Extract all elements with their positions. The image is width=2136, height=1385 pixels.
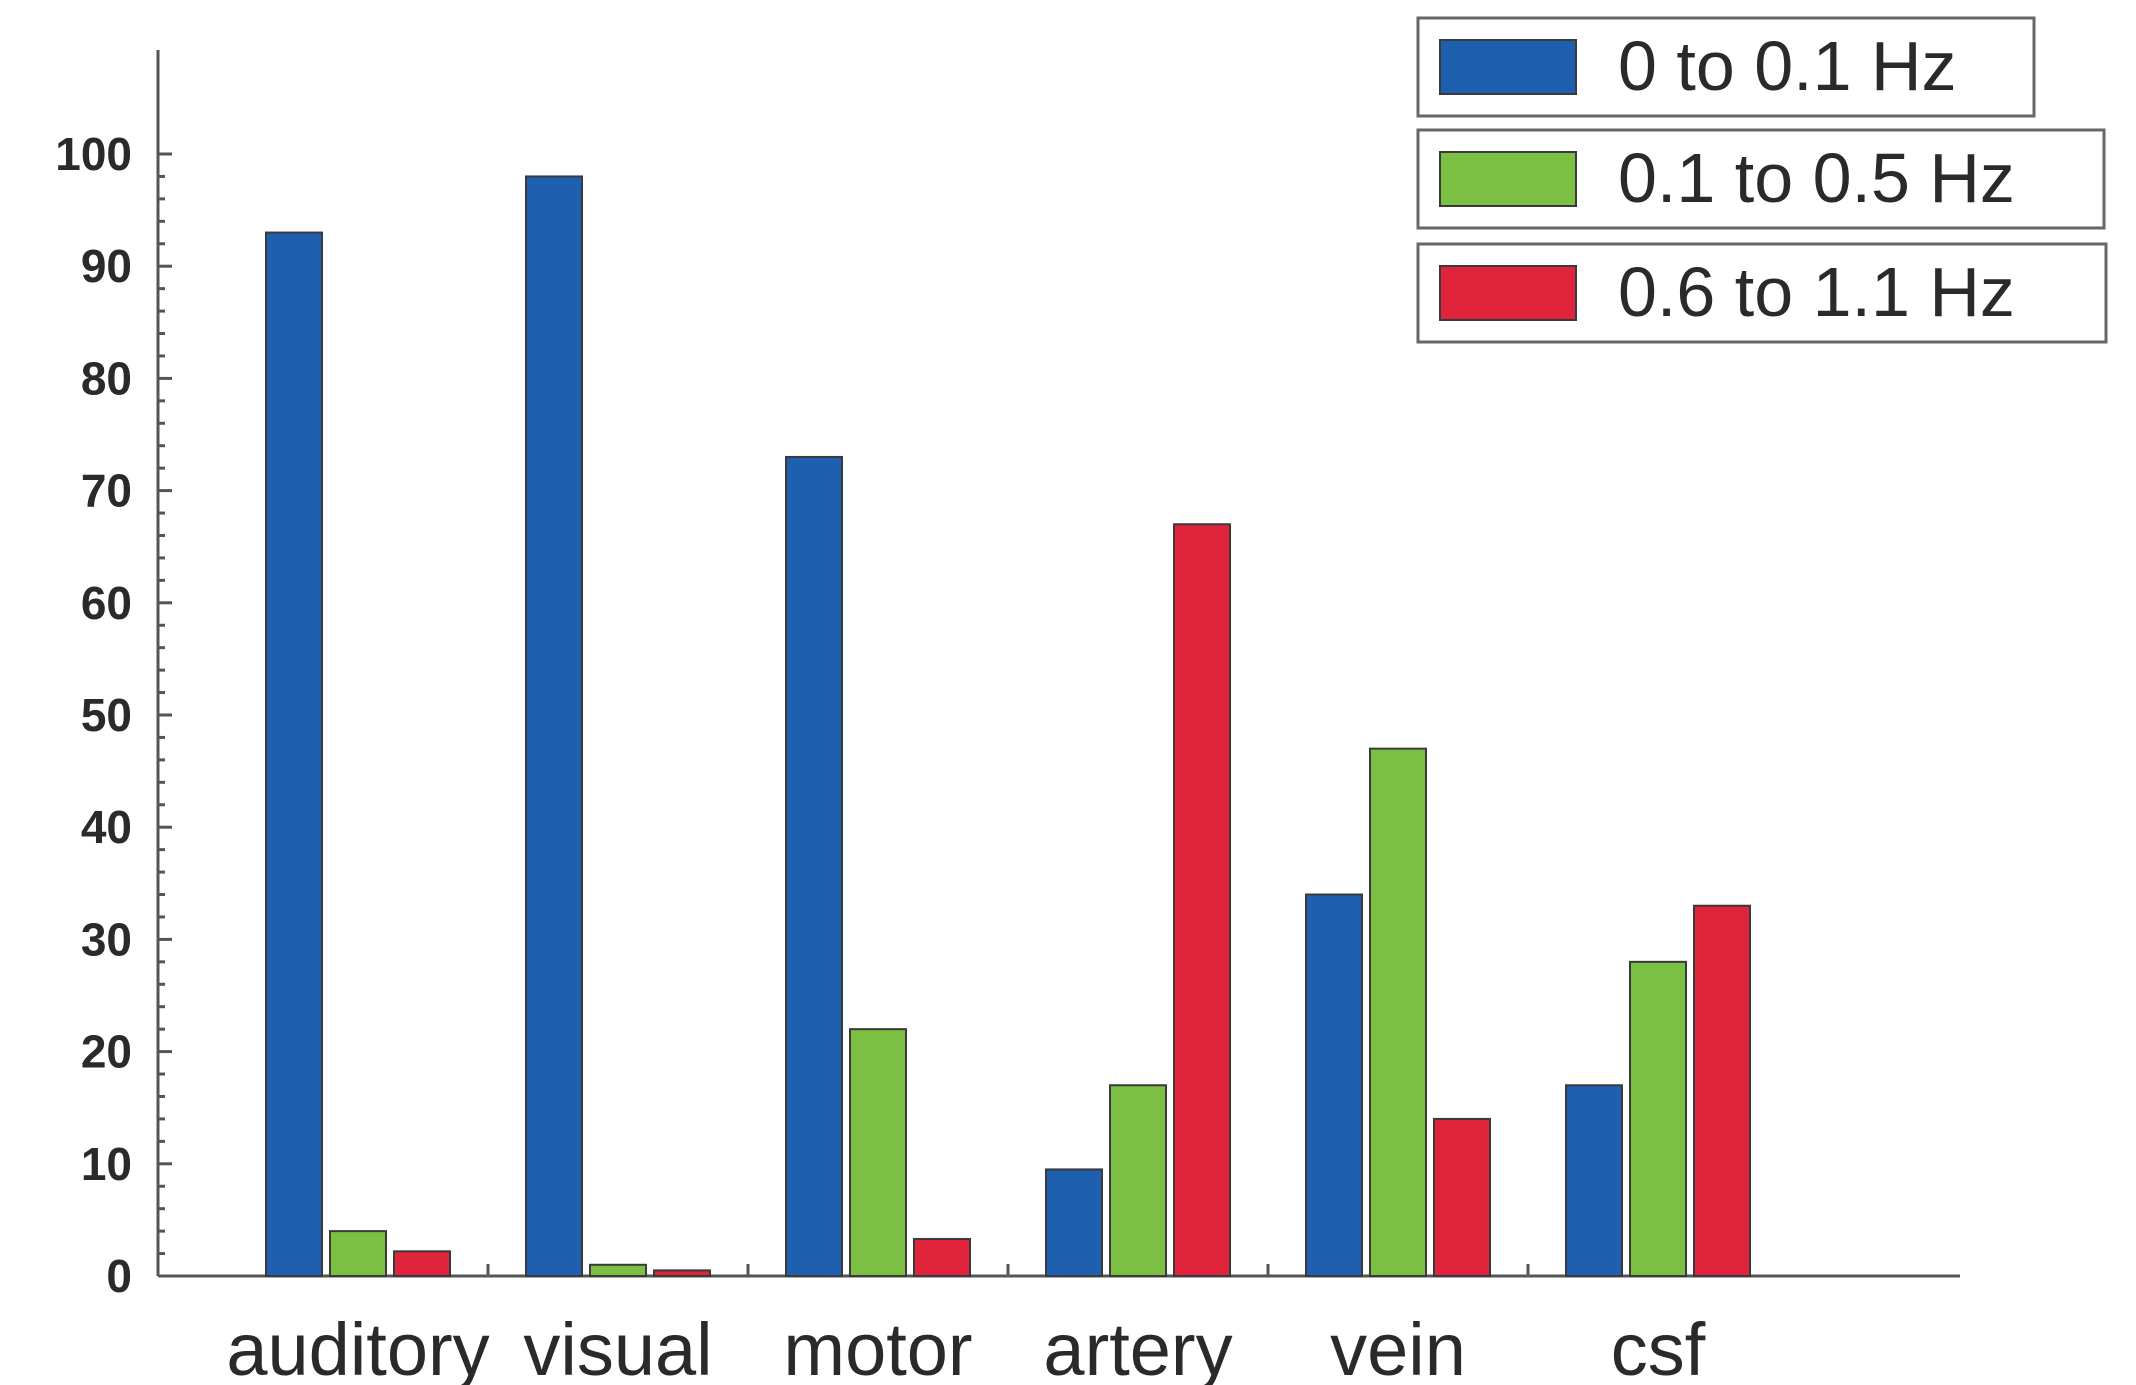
y-tick-label: 90 [81, 240, 132, 292]
bar-csf-series-2 [1629, 960, 1687, 1278]
y-tick-label: 50 [81, 689, 132, 741]
y-tick-label: 60 [81, 577, 132, 629]
bar-motor-series-2 [849, 1028, 907, 1278]
bar-vein-series-3 [1433, 1117, 1491, 1278]
y-tick-label: 30 [81, 913, 132, 965]
bars [265, 175, 1751, 1278]
bar-artery-series-1 [1045, 1168, 1103, 1278]
bar-auditory-series-2 [329, 1230, 387, 1277]
bar-artery-series-3 [1173, 523, 1231, 1277]
y-tick-label: 80 [81, 352, 132, 404]
legend-label: 0 to 0.1 Hz [1618, 27, 1957, 105]
bar-vein-series-1 [1305, 893, 1363, 1278]
x-category-label: motor [783, 1308, 972, 1385]
bar-auditory-series-3 [393, 1250, 451, 1278]
x-category-label: artery [1043, 1308, 1232, 1385]
x-category-label: visual [523, 1308, 712, 1385]
bar-artery-series-2 [1109, 1084, 1167, 1278]
bar-csf-series-3 [1693, 904, 1751, 1277]
y-tick-label: 70 [81, 465, 132, 517]
bar-visual-series-2 [589, 1263, 647, 1278]
legend-swatch [1439, 265, 1577, 321]
x-axis: auditory visual motor artery vein csf [158, 1264, 1960, 1385]
y-tick-label: 10 [81, 1138, 132, 1190]
legend-label: 0.6 to 1.1 Hz [1618, 253, 2015, 331]
y-tick-label: 40 [81, 801, 132, 853]
x-category-label: vein [1330, 1308, 1466, 1385]
y-tick-label: 0 [106, 1250, 132, 1302]
legend-swatch [1439, 151, 1577, 207]
bar-motor-series-3 [913, 1237, 971, 1277]
bar-csf-series-1 [1565, 1084, 1623, 1278]
x-category-label: csf [1611, 1308, 1706, 1385]
legend-swatch [1439, 39, 1577, 95]
bar-visual-series-1 [525, 175, 583, 1278]
y-tick-label: 20 [81, 1026, 132, 1078]
bar-auditory-series-1 [265, 231, 323, 1277]
y-axis: 0 10 20 30 40 50 60 70 80 90 100 [55, 50, 172, 1302]
x-category-label: auditory [226, 1308, 489, 1385]
bar-vein-series-2 [1369, 747, 1427, 1277]
bar-motor-series-1 [785, 455, 843, 1277]
legend: 0 to 0.1 Hz 0.1 to 0.5 Hz 0.6 to 1.1 Hz [1416, 16, 2108, 344]
bar-visual-series-3 [653, 1269, 711, 1278]
y-tick-label: 100 [55, 128, 132, 180]
legend-label: 0.1 to 0.5 Hz [1618, 139, 2015, 217]
